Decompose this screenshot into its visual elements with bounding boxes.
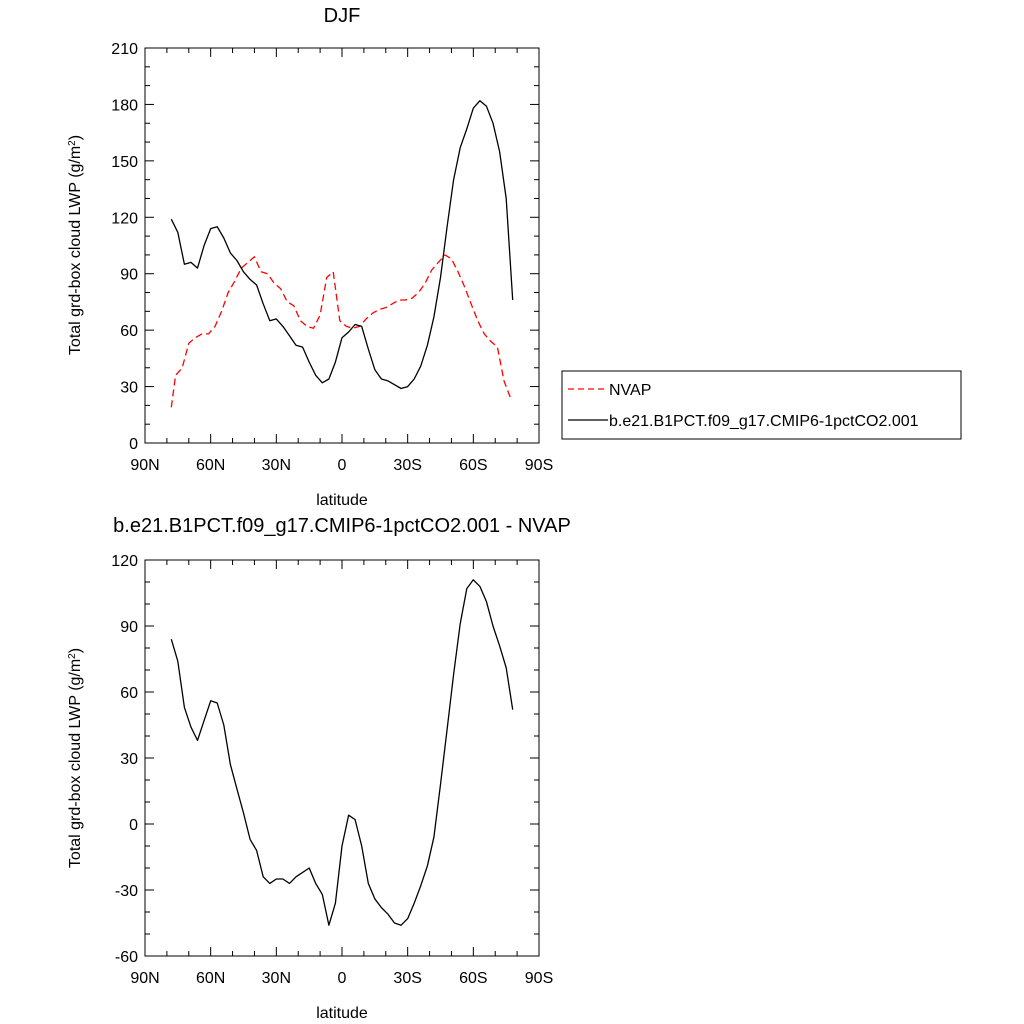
top-y-tick-label: 90 (120, 267, 138, 284)
bottom-y-tick-label: -30 (115, 883, 138, 900)
bottom-x-tick-label: 0 (338, 970, 347, 987)
legend-model-label: b.e21.B1PCT.f09_g17.CMIP6-1pctCO2.001 (609, 413, 919, 430)
top-x-tick-label: 0 (338, 457, 347, 474)
top-x-tick-label: 30N (262, 457, 291, 474)
bottom-x-tick-label: 90S (525, 970, 553, 987)
bottom-chart-title: b.e21.B1PCT.f09_g17.CMIP6-1pctCO2.001 - … (113, 515, 571, 537)
bottom-chart-x-axis-label: latitude (316, 1005, 368, 1022)
top-chart-x-axis: 90N 60N 30N 0 30S 60S 90S (130, 48, 553, 474)
top-chart-y-axis-label-close: ) (67, 135, 84, 140)
bottom-x-tick-label: 30S (393, 970, 421, 987)
bottom-chart: b.e21.B1PCT.f09_g17.CMIP6-1pctCO2.001 - … (67, 515, 571, 1022)
top-x-tick-label: 60S (459, 457, 487, 474)
top-series-line-model (170, 100, 514, 390)
top-y-tick-label: 210 (111, 41, 138, 58)
top-chart: DJF 0 30 60 90 120 150 180 210 90N 60N 30N 0 30S 60S… (67, 5, 962, 509)
bottom-y-tick-label: 0 (129, 817, 138, 834)
bottom-chart-plot-frame (144, 559, 540, 957)
bottom-chart-y-axis-label: Total grd-box cloud LWP (g/m2) (67, 648, 85, 868)
bottom-chart-x-axis: 90N 60N 30N 0 30S 60S 90S (130, 560, 553, 987)
bottom-y-tick-label: 120 (111, 553, 138, 570)
bottom-series-line-difference (170, 579, 514, 926)
bottom-y-tick-label: 30 (120, 751, 138, 768)
top-chart-y-axis-label-main: Total grd-box cloud LWP (g/m (67, 146, 84, 355)
top-chart-title: DJF (324, 5, 361, 27)
bottom-x-tick-label: 60S (459, 970, 487, 987)
top-y-tick-label: 150 (111, 154, 138, 171)
legend: NVAP b.e21.B1PCT.f09_g17.CMIP6-1pctCO2.0… (561, 370, 962, 440)
top-y-tick-label: 180 (111, 97, 138, 114)
top-chart-y-axis: 0 30 60 90 120 150 180 210 (111, 41, 539, 453)
bottom-y-tick-label: 90 (120, 619, 138, 636)
legend-box (561, 370, 962, 440)
top-y-tick-label: 120 (111, 210, 138, 227)
top-x-tick-label: 30S (393, 457, 421, 474)
bottom-y-tick-label: 60 (120, 685, 138, 702)
bottom-chart-y-axis-label-close: ) (67, 648, 84, 653)
top-x-tick-label: 60N (196, 457, 225, 474)
bottom-x-tick-label: 90N (130, 970, 159, 987)
legend-nvap-label: NVAP (609, 382, 651, 399)
bottom-chart-y-axis-label-main: Total grd-box cloud LWP (g/m (67, 659, 84, 868)
top-chart-series (170, 100, 514, 408)
top-chart-y-axis-label-superscript: 2 (67, 140, 78, 146)
top-y-tick-label: 30 (120, 380, 138, 397)
top-chart-y-axis-label: Total grd-box cloud LWP (g/m2) (67, 135, 85, 355)
bottom-x-tick-label: 60N (196, 970, 225, 987)
bottom-chart-y-axis-label-superscript: 2 (67, 653, 78, 659)
top-chart-x-axis-label: latitude (316, 492, 368, 509)
top-x-tick-label: 90N (130, 457, 159, 474)
top-series-line-nvap (170, 254, 512, 408)
bottom-chart-y-axis: -60 -30 0 30 60 90 120 (111, 553, 539, 966)
bottom-x-tick-label: 30N (262, 970, 291, 987)
top-x-tick-label: 90S (525, 457, 553, 474)
bottom-chart-series (170, 579, 514, 926)
bottom-y-tick-label: -60 (115, 949, 138, 966)
top-y-tick-label: 0 (129, 436, 138, 453)
top-y-tick-label: 60 (120, 323, 138, 340)
